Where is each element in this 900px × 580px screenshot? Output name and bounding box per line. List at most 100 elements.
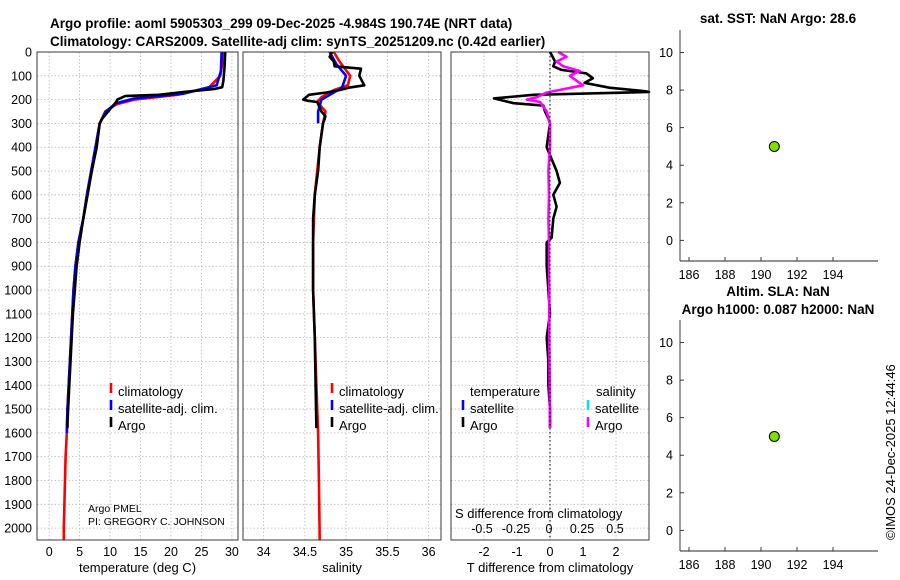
title-line-2: Climatology: CARS2009. Satellite-adj cli…	[50, 34, 545, 49]
annotation-line-1: Argo PMEL	[88, 503, 142, 515]
x-tick-label: 35	[339, 545, 353, 559]
x-tick-label: 25	[195, 545, 209, 559]
legend-label: satellite-adj. clim.	[339, 401, 439, 416]
panel-salinity: 34 34.5 35 35.5 36 salinity	[242, 51, 442, 575]
panel-sst: 0 2 4 6 8 10 186 188 190 192 194	[659, 30, 878, 282]
legend-label: Argo	[470, 418, 497, 433]
legend-label: satellite-adj. clim.	[118, 401, 218, 416]
series-line-argo	[66, 51, 227, 429]
x-axis-label: salinity	[322, 560, 362, 575]
series-line-salinity-argo	[525, 50, 585, 429]
x-tick-label: 10	[103, 545, 117, 559]
y-tick-label: 4	[666, 449, 673, 463]
y-tick-label: 10	[659, 46, 673, 60]
series-line-argo	[301, 51, 366, 429]
y-tick-label: 1900	[4, 498, 32, 512]
x-tick-label: 5	[76, 545, 83, 559]
legend-label: satellite	[595, 401, 639, 416]
y-tick-label: 1000	[4, 284, 32, 298]
secondary-x-title: S difference from climatology	[455, 506, 623, 521]
x-tick-label: 190	[751, 268, 772, 282]
y-tick-label: 8	[666, 84, 673, 98]
secondary-x-tick-label: 0.25	[570, 522, 594, 536]
x-tick-label: 35.5	[375, 545, 399, 559]
y-tick-label: 800	[11, 236, 32, 250]
data-point	[768, 140, 780, 152]
legend-header-salinity: salinity	[596, 384, 636, 399]
legend-label: Argo	[118, 418, 145, 433]
y-tick-label: 200	[11, 93, 32, 107]
x-tick-label: -1	[511, 545, 522, 559]
title-line-1: Argo profile: aoml 5905303_299 09-Dec-20…	[50, 16, 512, 31]
x-tick-label: 194	[823, 268, 844, 282]
sla-panel-title-1: Altim. SLA: NaN	[726, 284, 830, 299]
secondary-x-tick-label: -0.25	[502, 522, 531, 536]
legend-label: climatology	[118, 384, 184, 399]
y-tick-label: 1200	[4, 331, 32, 345]
y-tick-label: 1300	[4, 355, 32, 369]
x-tick-label: 34	[257, 545, 271, 559]
y-tick-label: 900	[11, 260, 32, 274]
secondary-x-tick-label: 0.5	[606, 522, 623, 536]
y-tick-label: 0	[25, 46, 32, 60]
legend-label: Argo	[339, 418, 366, 433]
plot-frame	[242, 51, 442, 541]
panel-sla: 0 2 4 6 8 10 186 188 190 192 194	[659, 320, 878, 572]
x-axis-label: T difference from climatology	[467, 560, 634, 575]
y-tick-label: 2	[666, 196, 673, 210]
legend-header-temperature: temperature	[470, 384, 540, 399]
y-tick-label: 1700	[4, 450, 32, 464]
series-line-climatology	[311, 51, 352, 541]
data-point	[768, 430, 780, 442]
x-tick-label: 36	[422, 545, 436, 559]
y-tick-label: 100	[11, 69, 32, 83]
x-tick-label: 192	[787, 558, 808, 572]
x-tick-label: 186	[679, 268, 700, 282]
x-tick-label: 2	[613, 545, 620, 559]
x-tick-label: 188	[715, 268, 736, 282]
y-tick-label: 8	[666, 374, 673, 388]
legend-label: satellite	[470, 401, 514, 416]
sla-panel-title-2: Argo h1000: 0.087 h2000: NaN	[682, 302, 875, 317]
annotation-line-2: PI: GREGORY C. JOHNSON	[88, 516, 225, 528]
legend-label: Argo	[595, 418, 622, 433]
y-tick-label: 1500	[4, 403, 32, 417]
sst-panel-title: sat. SST: NaN Argo: 28.6	[700, 11, 857, 26]
panel-temperature: 0100200300400500600700800900100011001200…	[4, 46, 239, 576]
x-tick-label: 194	[823, 558, 844, 572]
y-tick-label: 600	[11, 188, 32, 202]
series-line-climatology	[62, 51, 225, 540]
panel-difference: -2 -1 0 1 2T difference from climatology S di…	[450, 50, 651, 575]
y-tick-label: 10	[659, 336, 673, 350]
x-tick-label: 15	[134, 545, 148, 559]
x-axis-label: temperature (deg C)	[79, 560, 196, 575]
x-tick-label: 190	[751, 558, 772, 572]
x-tick-label: 188	[715, 558, 736, 572]
x-tick-label: 34.5	[293, 545, 317, 559]
x-tick-label: 20	[164, 545, 178, 559]
y-tick-label: 0	[666, 234, 673, 248]
copyright-stamp: ©IMOS 24-Dec-2025 12:44:46	[883, 364, 898, 540]
x-tick-label: 1	[580, 545, 587, 559]
secondary-x-tick-label: 0	[546, 522, 553, 536]
y-tick-label: 2	[666, 486, 673, 500]
y-tick-label: 400	[11, 141, 32, 155]
series-line-satellite-adj-clim-	[316, 51, 348, 124]
x-tick-label: 0	[547, 545, 554, 559]
y-tick-label: 4	[666, 159, 673, 173]
y-tick-label: 6	[666, 121, 673, 135]
plot-frame	[36, 51, 239, 541]
y-tick-label: 1600	[4, 426, 32, 440]
y-tick-label: 1100	[5, 307, 32, 321]
x-tick-label: 30	[225, 545, 239, 559]
legend-label: climatology	[339, 384, 405, 399]
y-tick-label: 700	[11, 212, 32, 226]
y-tick-label: 1800	[4, 474, 32, 488]
y-tick-label: 300	[11, 117, 32, 131]
x-tick-label: 192	[787, 268, 808, 282]
x-tick-label: 0	[46, 545, 53, 559]
y-tick-label: 2000	[4, 522, 32, 536]
y-tick-label: 500	[11, 165, 32, 179]
x-tick-label: -2	[478, 545, 489, 559]
